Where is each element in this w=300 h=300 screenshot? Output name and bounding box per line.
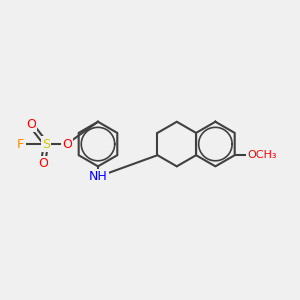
Text: S: S — [42, 138, 50, 151]
Text: O: O — [38, 157, 48, 170]
Text: NH: NH — [88, 170, 107, 183]
Text: O: O — [26, 118, 36, 131]
Text: OCH₃: OCH₃ — [247, 150, 277, 160]
Text: F: F — [17, 138, 24, 151]
Text: O: O — [62, 138, 72, 151]
